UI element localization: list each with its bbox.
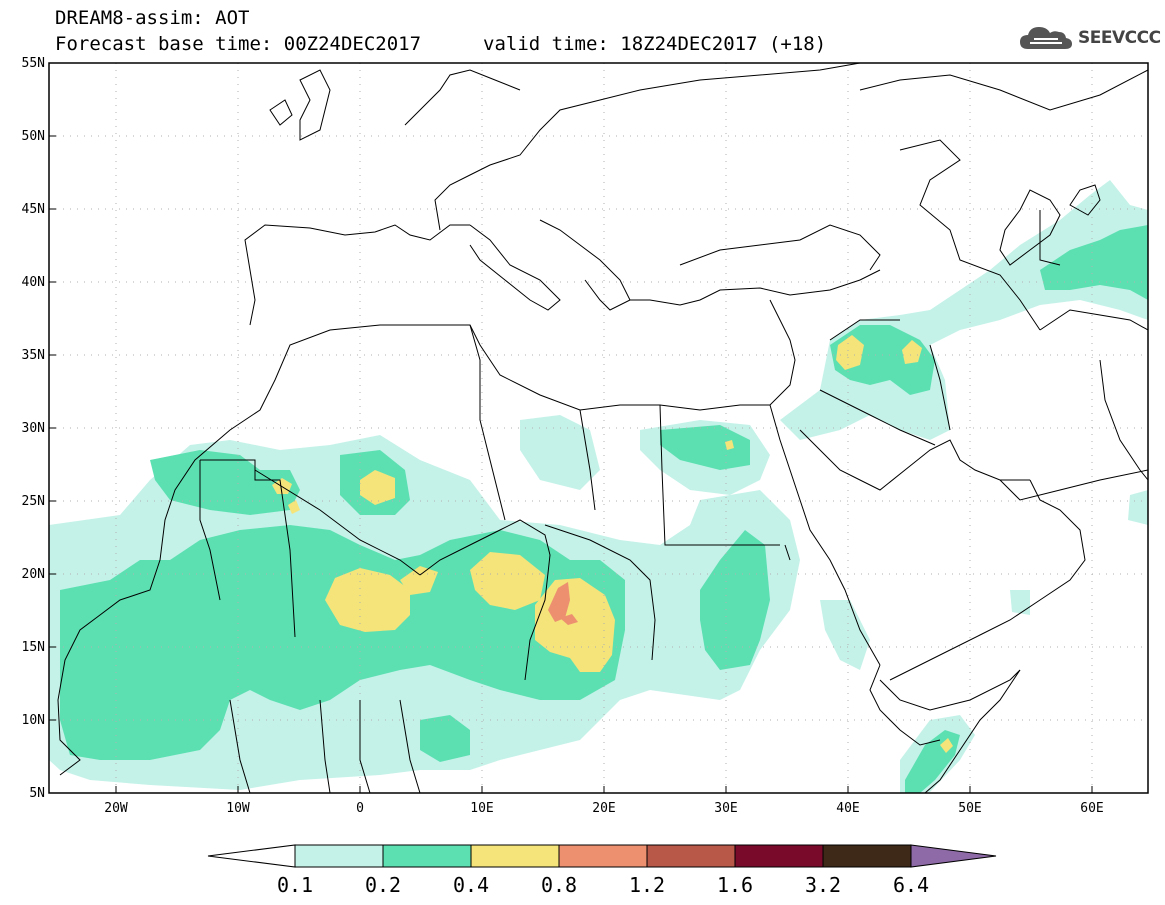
aot-band-0.2 <box>60 225 1148 793</box>
colorbar-bin <box>294 844 384 868</box>
lon-tick-label: 50E <box>958 801 981 816</box>
lat-tick-label: 45N <box>22 202 45 217</box>
lat-tick-label: 40N <box>22 275 45 290</box>
country-borders <box>199 210 1061 793</box>
lat-tick-label: 30N <box>22 421 45 436</box>
colorbar-label: 1.2 <box>629 873 665 897</box>
lat-tick-labels: 5N 10N 15N 20N 25N 30N 35N 40N 45N 50N 5… <box>22 56 45 801</box>
aot-band-0.8 <box>548 582 578 625</box>
lat-tick-label: 35N <box>22 348 45 363</box>
coastlines-borders <box>57 63 1148 793</box>
forecast-base-time: Forecast base time: 00Z24DEC2017 <box>55 33 422 55</box>
lon-tick-label: 0 <box>356 801 364 816</box>
colorbar-bin <box>382 844 472 868</box>
lon-tick-labels: 20W 10W 0 10E 20E 30E 40E 50E 60E <box>104 801 1103 816</box>
colorbar-label: 0.2 <box>365 873 401 897</box>
lat-tick-label: 55N <box>22 56 45 71</box>
colorbar-bin <box>734 844 824 868</box>
colorbar: 0.1 0.2 0.4 0.8 1.2 1.6 3.2 6.4 <box>207 844 997 897</box>
lon-tick-label: 30E <box>714 801 737 816</box>
colorbar-high-arrow <box>910 844 997 868</box>
lon-tick-label: 10E <box>470 801 493 816</box>
colorbar-label: 0.4 <box>453 873 489 897</box>
colorbar-label: 0.1 <box>277 873 313 897</box>
lat-tick-label: 15N <box>22 640 45 655</box>
colorbar-bin <box>470 844 560 868</box>
colorbar-bin <box>822 844 912 868</box>
seevccc-logo: SEEVCCC <box>1018 22 1161 54</box>
aot-field <box>49 180 1148 793</box>
colorbar-bin <box>558 844 648 868</box>
lat-tick-label: 50N <box>22 129 45 144</box>
colorbar-label: 3.2 <box>805 873 841 897</box>
lon-tick-label: 20E <box>592 801 615 816</box>
colorbar-low-arrow <box>207 844 296 868</box>
logo-text: SEEVCCC <box>1078 28 1161 48</box>
cloud-icon <box>1020 27 1072 49</box>
lon-tick-label: 40E <box>836 801 859 816</box>
lat-tick-label: 5N <box>29 786 45 801</box>
lat-tick-label: 10N <box>22 713 45 728</box>
colorbar-label: 0.8 <box>541 873 577 897</box>
lat-tick-label: 20N <box>22 567 45 582</box>
lat-tick-label: 25N <box>22 494 45 509</box>
valid-time: valid time: 18Z24DEC2017 (+18) <box>483 33 827 55</box>
map-title: DREAM8-assim: AOT <box>55 7 250 29</box>
colorbar-label: 1.6 <box>717 873 753 897</box>
tick-marks <box>49 62 1093 794</box>
colorbar-label: 6.4 <box>893 873 929 897</box>
colorbar-bin <box>646 844 736 868</box>
lon-tick-label: 20W <box>104 801 128 816</box>
lon-tick-label: 60E <box>1080 801 1103 816</box>
lon-tick-label: 10W <box>226 801 250 816</box>
